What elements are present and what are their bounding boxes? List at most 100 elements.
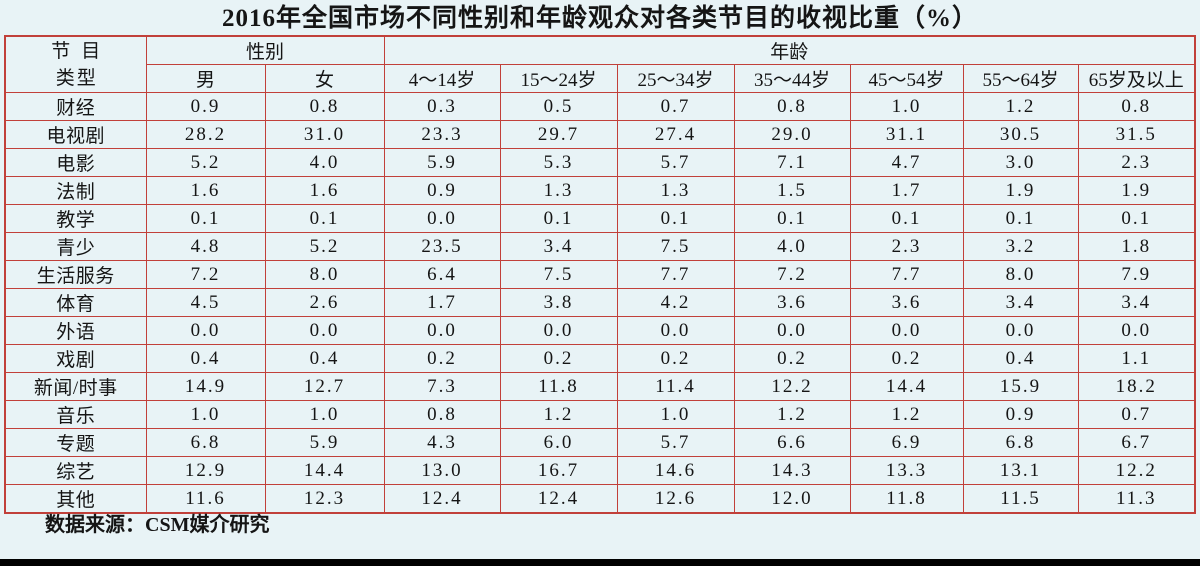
corner-header-line1: 节目 [51, 40, 112, 62]
value-cell: 7.7 [849, 260, 964, 289]
category-cell: 其他 [4, 484, 147, 514]
table-row: 其他 11.6 12.3 12.4 12.4 12.6 12.0 11.8 11.5 11.3 [4, 484, 1196, 514]
table-row: 生活服务 7.2 8.0 6.4 7.5 7.7 7.2 7.7 8.0 7.9 [4, 260, 1196, 289]
value-cell: 2.6 [264, 288, 385, 317]
value-cell: 3.4 [499, 232, 618, 261]
value-cell: 7.5 [499, 260, 618, 289]
column-header: 女 [264, 64, 385, 93]
value-cell: 1.0 [616, 400, 735, 429]
value-cell: 5.2 [264, 232, 385, 261]
value-cell: 1.0 [264, 400, 385, 429]
value-cell: 11.8 [499, 372, 618, 401]
value-cell: 3.4 [962, 288, 1079, 317]
value-cell: 0.1 [1077, 204, 1196, 233]
value-cell: 0.8 [733, 92, 851, 121]
value-cell: 0.8 [264, 92, 385, 121]
value-cell: 1.0 [849, 92, 964, 121]
value-cell: 13.3 [849, 456, 964, 485]
value-cell: 14.4 [849, 372, 964, 401]
sub-header-row: 男女 4～14岁 15～24岁 25～34岁 35～44岁 45～54岁 55～64岁 65岁… [5, 64, 1196, 93]
value-cell: 11.6 [145, 484, 266, 514]
value-cell: 2.3 [849, 232, 964, 261]
value-cell: 1.6 [145, 176, 266, 205]
value-cell: 1.8 [1077, 232, 1196, 261]
value-cell: 0.4 [264, 344, 385, 373]
value-cell: 12.2 [733, 372, 851, 401]
table-row: 音乐 1.0 1.0 0.8 1.2 1.0 1.2 1.2 0.9 0.7 [4, 400, 1196, 429]
category-cell: 生活服务 [4, 260, 147, 289]
column-header: 55～64岁 [962, 64, 1079, 93]
value-cell: 0.1 [145, 204, 266, 233]
value-cell: 29.0 [733, 120, 851, 149]
category-cell: 体育 [4, 288, 147, 317]
value-cell: 0.3 [383, 92, 501, 121]
column-header: 4～14岁 [383, 64, 501, 93]
value-cell: 12.7 [264, 372, 385, 401]
corner-header-line2: 类型 [55, 67, 98, 89]
category-cell: 电视剧 [4, 120, 147, 149]
value-cell: 29.7 [499, 120, 618, 149]
value-cell: 7.5 [616, 232, 735, 261]
group-header-gender: 性别 [145, 35, 385, 65]
value-cell: 0.0 [849, 316, 964, 345]
value-cell: 0.4 [962, 344, 1079, 373]
data-source-note: 数据来源：CSM媒介研究 [45, 514, 270, 536]
value-cell: 11.3 [1077, 484, 1196, 514]
value-cell: 0.1 [849, 204, 964, 233]
value-cell: 0.2 [616, 344, 735, 373]
value-cell: 4.0 [264, 148, 385, 177]
value-cell: 1.6 [264, 176, 385, 205]
value-cell: 7.7 [616, 260, 735, 289]
value-cell: 4.3 [383, 428, 501, 457]
value-cell: 11.4 [616, 372, 735, 401]
column-header: 15～24岁 [499, 64, 618, 93]
category-cell: 法制 [4, 176, 147, 205]
table-row: 体育 4.5 2.6 1.7 3.8 4.2 3.6 3.6 3.4 3.4 [4, 288, 1196, 317]
value-cell: 12.4 [499, 484, 618, 514]
category-cell: 教学 [4, 204, 147, 233]
value-cell: 0.1 [962, 204, 1079, 233]
value-cell: 0.0 [962, 316, 1079, 345]
value-cell: 0.0 [733, 316, 851, 345]
value-cell: 1.2 [733, 400, 851, 429]
value-cell: 0.2 [849, 344, 964, 373]
table-row: 电视剧 28.2 31.0 23.3 29.7 27.4 29.0 31.1 30.5 31.5 [4, 120, 1196, 149]
value-cell: 7.3 [383, 372, 501, 401]
value-cell: 12.4 [383, 484, 501, 514]
value-cell: 0.0 [264, 316, 385, 345]
value-cell: 6.9 [849, 428, 964, 457]
value-cell: 2.3 [1077, 148, 1196, 177]
value-cell: 4.0 [733, 232, 851, 261]
group-header-row: 节目 类型 性别 年龄 [4, 35, 1196, 93]
value-cell: 6.4 [383, 260, 501, 289]
table-row: 教学 0.1 0.1 0.0 0.1 0.1 0.1 0.1 0.1 0.1 [4, 204, 1196, 233]
value-cell: 6.0 [499, 428, 618, 457]
value-cell: 4.8 [145, 232, 266, 261]
table-row: 财经 0.9 0.8 0.3 0.5 0.7 0.8 1.0 1.2 0.8 [4, 92, 1196, 121]
table-row: 外语 0.0 0.0 0.0 0.0 0.0 0.0 0.0 0.0 0.0 [4, 316, 1196, 345]
value-cell: 12.6 [616, 484, 735, 514]
category-cell: 电影 [4, 148, 147, 177]
value-cell: 31.0 [264, 120, 385, 149]
value-cell: 1.7 [849, 176, 964, 205]
ratings-table: 节目 类型 性别 年龄 男女 4～14岁 15～24岁 25～34岁 35～44岁 45～… [4, 35, 1196, 514]
value-cell: 3.6 [849, 288, 964, 317]
value-cell: 0.2 [499, 344, 618, 373]
category-cell: 青少 [4, 232, 147, 261]
value-cell: 31.5 [1077, 120, 1196, 149]
value-cell: 1.3 [499, 176, 618, 205]
value-cell: 14.3 [733, 456, 851, 485]
value-cell: 0.9 [145, 92, 266, 121]
value-cell: 0.0 [383, 204, 501, 233]
value-cell: 11.5 [962, 484, 1079, 514]
table-row: 戏剧 0.4 0.4 0.2 0.2 0.2 0.2 0.2 0.4 1.1 [4, 344, 1196, 373]
value-cell: 1.7 [383, 288, 501, 317]
value-cell: 6.8 [962, 428, 1079, 457]
table-row: 综艺 12.9 14.4 13.0 16.7 14.6 14.3 13.3 13.1 12.2 [4, 456, 1196, 485]
table-row: 青少 4.8 5.2 23.5 3.4 7.5 4.0 2.3 3.2 1.8 [4, 232, 1196, 261]
value-cell: 16.7 [499, 456, 618, 485]
value-cell: 15.9 [962, 372, 1079, 401]
value-cell: 3.0 [962, 148, 1079, 177]
value-cell: 0.0 [499, 316, 618, 345]
value-cell: 1.2 [962, 92, 1079, 121]
